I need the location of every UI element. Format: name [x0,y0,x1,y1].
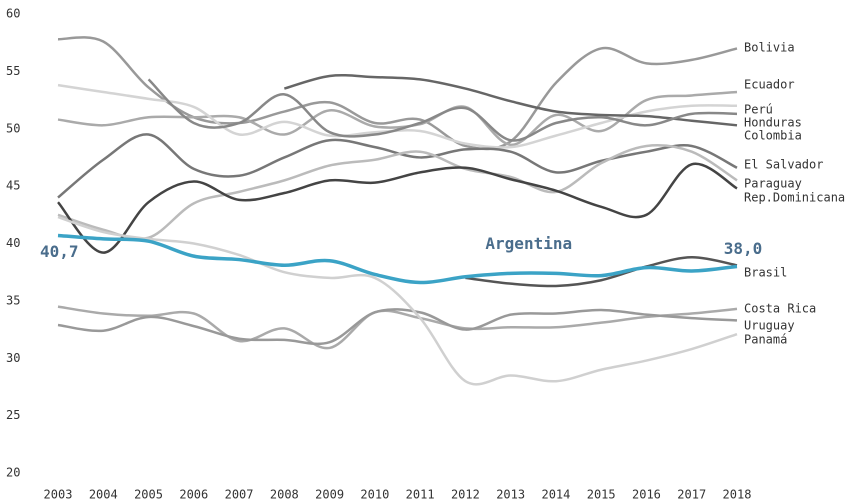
series-line [57,305,738,350]
legend-label: Brasil [744,266,787,280]
y-tick-label: 30 [6,351,20,365]
legend-label: Bolivia [744,41,795,55]
legend-label: Perú [744,103,773,117]
x-tick-label: 2008 [270,488,299,502]
series-line [57,143,738,241]
series-line [57,215,738,386]
value-label: 38,0 [724,239,763,258]
y-tick-label: 35 [6,293,20,307]
legend-label: Costa Rica [744,302,816,316]
y-tick-label: 40 [6,236,20,250]
y-tick-label: 50 [6,121,20,135]
x-tick-label: 2005 [134,488,163,502]
series-label: Argentina [485,234,572,253]
x-tick-label: 2018 [723,488,752,502]
legend-label: Ecuador [744,78,795,92]
legend-label: Rep.Dominicana [744,191,845,205]
series-line [57,133,738,199]
legend-label: El Salvador [744,158,823,172]
series-line [57,308,738,346]
x-tick-label: 2004 [89,488,118,502]
x-tick-label: 2014 [541,488,570,502]
series-line [57,162,738,254]
legend-label: Paraguay [744,177,802,191]
x-tick-label: 2012 [451,488,480,502]
x-tick-label: 2007 [225,488,254,502]
y-tick-label: 25 [6,408,20,422]
x-tick-label: 2011 [406,488,435,502]
legend-label: Panamá [744,333,787,347]
series-line [465,256,738,288]
series-line [57,233,738,285]
legend-label: Uruguay [744,319,795,333]
legend-label: Colombia [744,129,802,143]
x-tick-label: 2017 [677,488,706,502]
x-tick-label: 2010 [360,488,389,502]
x-tick-label: 2003 [44,488,73,502]
y-tick-label: 45 [6,179,20,193]
series-line [147,78,738,142]
y-tick-label: 55 [6,64,20,78]
x-tick-label: 2013 [496,488,525,502]
y-tick-label: 20 [6,466,20,480]
value-label: 40,7 [40,242,79,261]
y-tick-label: 60 [6,7,20,21]
x-tick-label: 2015 [587,488,616,502]
x-tick-label: 2009 [315,488,344,502]
legend-label: Honduras [744,116,802,130]
series-line [283,74,738,127]
x-tick-label: 2006 [179,488,208,502]
x-tick-label: 2016 [632,488,661,502]
